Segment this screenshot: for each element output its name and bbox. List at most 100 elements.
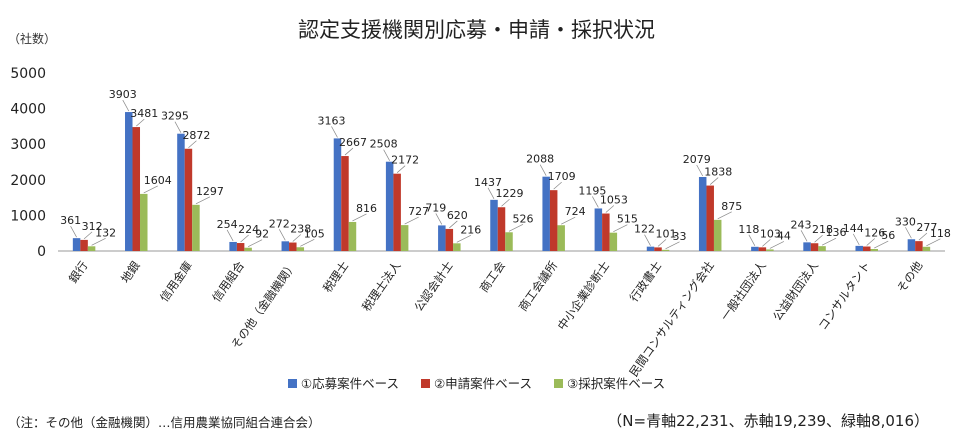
bar bbox=[348, 221, 357, 251]
bar bbox=[907, 239, 916, 251]
data-label: 719 bbox=[425, 201, 446, 214]
bar bbox=[184, 148, 193, 251]
data-label: 101 bbox=[656, 227, 677, 240]
x-tick-label: 商工会 bbox=[477, 258, 509, 295]
data-label: 3295 bbox=[161, 110, 189, 123]
data-label: 2508 bbox=[370, 138, 398, 151]
bar bbox=[445, 228, 454, 251]
data-label: 361 bbox=[60, 214, 81, 227]
data-label: 272 bbox=[269, 217, 290, 230]
data-label: 254 bbox=[217, 218, 238, 231]
leader-line bbox=[553, 181, 562, 190]
leader-line bbox=[352, 213, 367, 222]
leader-line bbox=[800, 230, 808, 242]
leader-line bbox=[508, 223, 524, 232]
leader-line bbox=[814, 234, 823, 243]
bar bbox=[698, 176, 707, 251]
bar bbox=[400, 225, 409, 251]
data-label: 3163 bbox=[317, 114, 345, 127]
leader-line bbox=[449, 220, 458, 229]
totals-note: （N=青軸22,231、赤軸19,239、緑軸8,016） bbox=[607, 412, 929, 430]
chart-legend: ①応募案件ベース ②申請案件ベース ③採択案件ベース bbox=[0, 373, 953, 392]
bar bbox=[810, 243, 819, 251]
data-label: 33 bbox=[673, 230, 687, 243]
x-tick-label: 一般社団法人 bbox=[718, 258, 769, 323]
leader-line bbox=[748, 234, 756, 246]
leader-line bbox=[696, 164, 704, 177]
data-label: 103 bbox=[760, 227, 781, 240]
data-label: 118 bbox=[738, 223, 759, 236]
bar bbox=[229, 241, 237, 251]
bar bbox=[385, 161, 394, 251]
data-label: 620 bbox=[447, 209, 468, 222]
x-tick-label: 銀行 bbox=[66, 259, 91, 286]
leader-line bbox=[592, 196, 599, 208]
x-tick-label: 信用組合 bbox=[209, 258, 247, 304]
leader-line bbox=[456, 234, 471, 243]
bar bbox=[646, 246, 655, 251]
data-label: 330 bbox=[895, 215, 916, 228]
leader-line bbox=[195, 196, 211, 205]
bar bbox=[713, 219, 722, 251]
bar bbox=[281, 241, 290, 251]
data-label: 224 bbox=[238, 223, 259, 236]
x-tick-label: コンサルタント bbox=[816, 259, 874, 333]
bar bbox=[661, 249, 670, 251]
leader-line bbox=[821, 237, 837, 246]
data-label: 875 bbox=[721, 200, 742, 213]
y-tick-label: 4000 bbox=[10, 102, 46, 118]
bar bbox=[557, 225, 565, 251]
bar bbox=[236, 243, 245, 251]
legend-label-submissions: ②申請案件ベース bbox=[433, 376, 533, 391]
x-tick-label: 商工会議所 bbox=[516, 258, 561, 314]
bar bbox=[766, 249, 774, 251]
data-label: 724 bbox=[565, 205, 586, 218]
data-label: 1437 bbox=[474, 176, 502, 189]
data-label: 1195 bbox=[578, 184, 606, 197]
bar bbox=[87, 246, 96, 251]
bar bbox=[125, 112, 133, 252]
x-tick-label: 地銀 bbox=[118, 258, 143, 285]
bar bbox=[497, 207, 506, 251]
y-tick-label: 3000 bbox=[10, 137, 46, 153]
leader-line bbox=[247, 239, 263, 248]
leader-line bbox=[905, 227, 912, 239]
data-label: 1229 bbox=[496, 187, 524, 200]
data-label: 312 bbox=[82, 220, 103, 233]
x-tick-label: 行政書士 bbox=[627, 259, 665, 305]
leader-line bbox=[501, 198, 510, 207]
data-label: 1604 bbox=[144, 174, 172, 187]
leader-line bbox=[383, 149, 390, 161]
bar bbox=[192, 204, 200, 251]
bar bbox=[393, 173, 401, 251]
leader-line bbox=[762, 239, 771, 247]
y-tick-label: 0 bbox=[37, 244, 46, 260]
data-label: 56 bbox=[881, 229, 895, 242]
bar bbox=[289, 242, 297, 251]
bar bbox=[453, 243, 461, 251]
leader-line bbox=[91, 237, 106, 246]
leader-line bbox=[240, 234, 249, 243]
data-label: 1297 bbox=[196, 185, 224, 198]
x-tick-label: 税理士 bbox=[320, 259, 351, 295]
leader-line bbox=[665, 241, 680, 250]
leader-line bbox=[404, 216, 419, 225]
data-label: 238 bbox=[290, 223, 311, 236]
x-tick-label: 公認会計士 bbox=[411, 259, 455, 314]
leader-line bbox=[136, 118, 145, 127]
bar bbox=[177, 133, 185, 251]
x-tick-label: その他 bbox=[894, 258, 926, 295]
leader-line bbox=[300, 238, 315, 247]
bar bbox=[549, 190, 558, 251]
bar bbox=[140, 193, 148, 251]
data-label: 2172 bbox=[391, 154, 419, 167]
leader-line bbox=[613, 224, 628, 232]
data-label: 277 bbox=[916, 221, 937, 234]
bar bbox=[609, 232, 618, 251]
chart-title: 認定支援機関別応募・申請・採択状況 bbox=[298, 18, 655, 42]
data-label: 44 bbox=[777, 229, 791, 242]
bar bbox=[654, 247, 662, 251]
data-label: 1838 bbox=[704, 166, 732, 179]
bar bbox=[80, 239, 88, 251]
data-label: 118 bbox=[930, 227, 951, 240]
